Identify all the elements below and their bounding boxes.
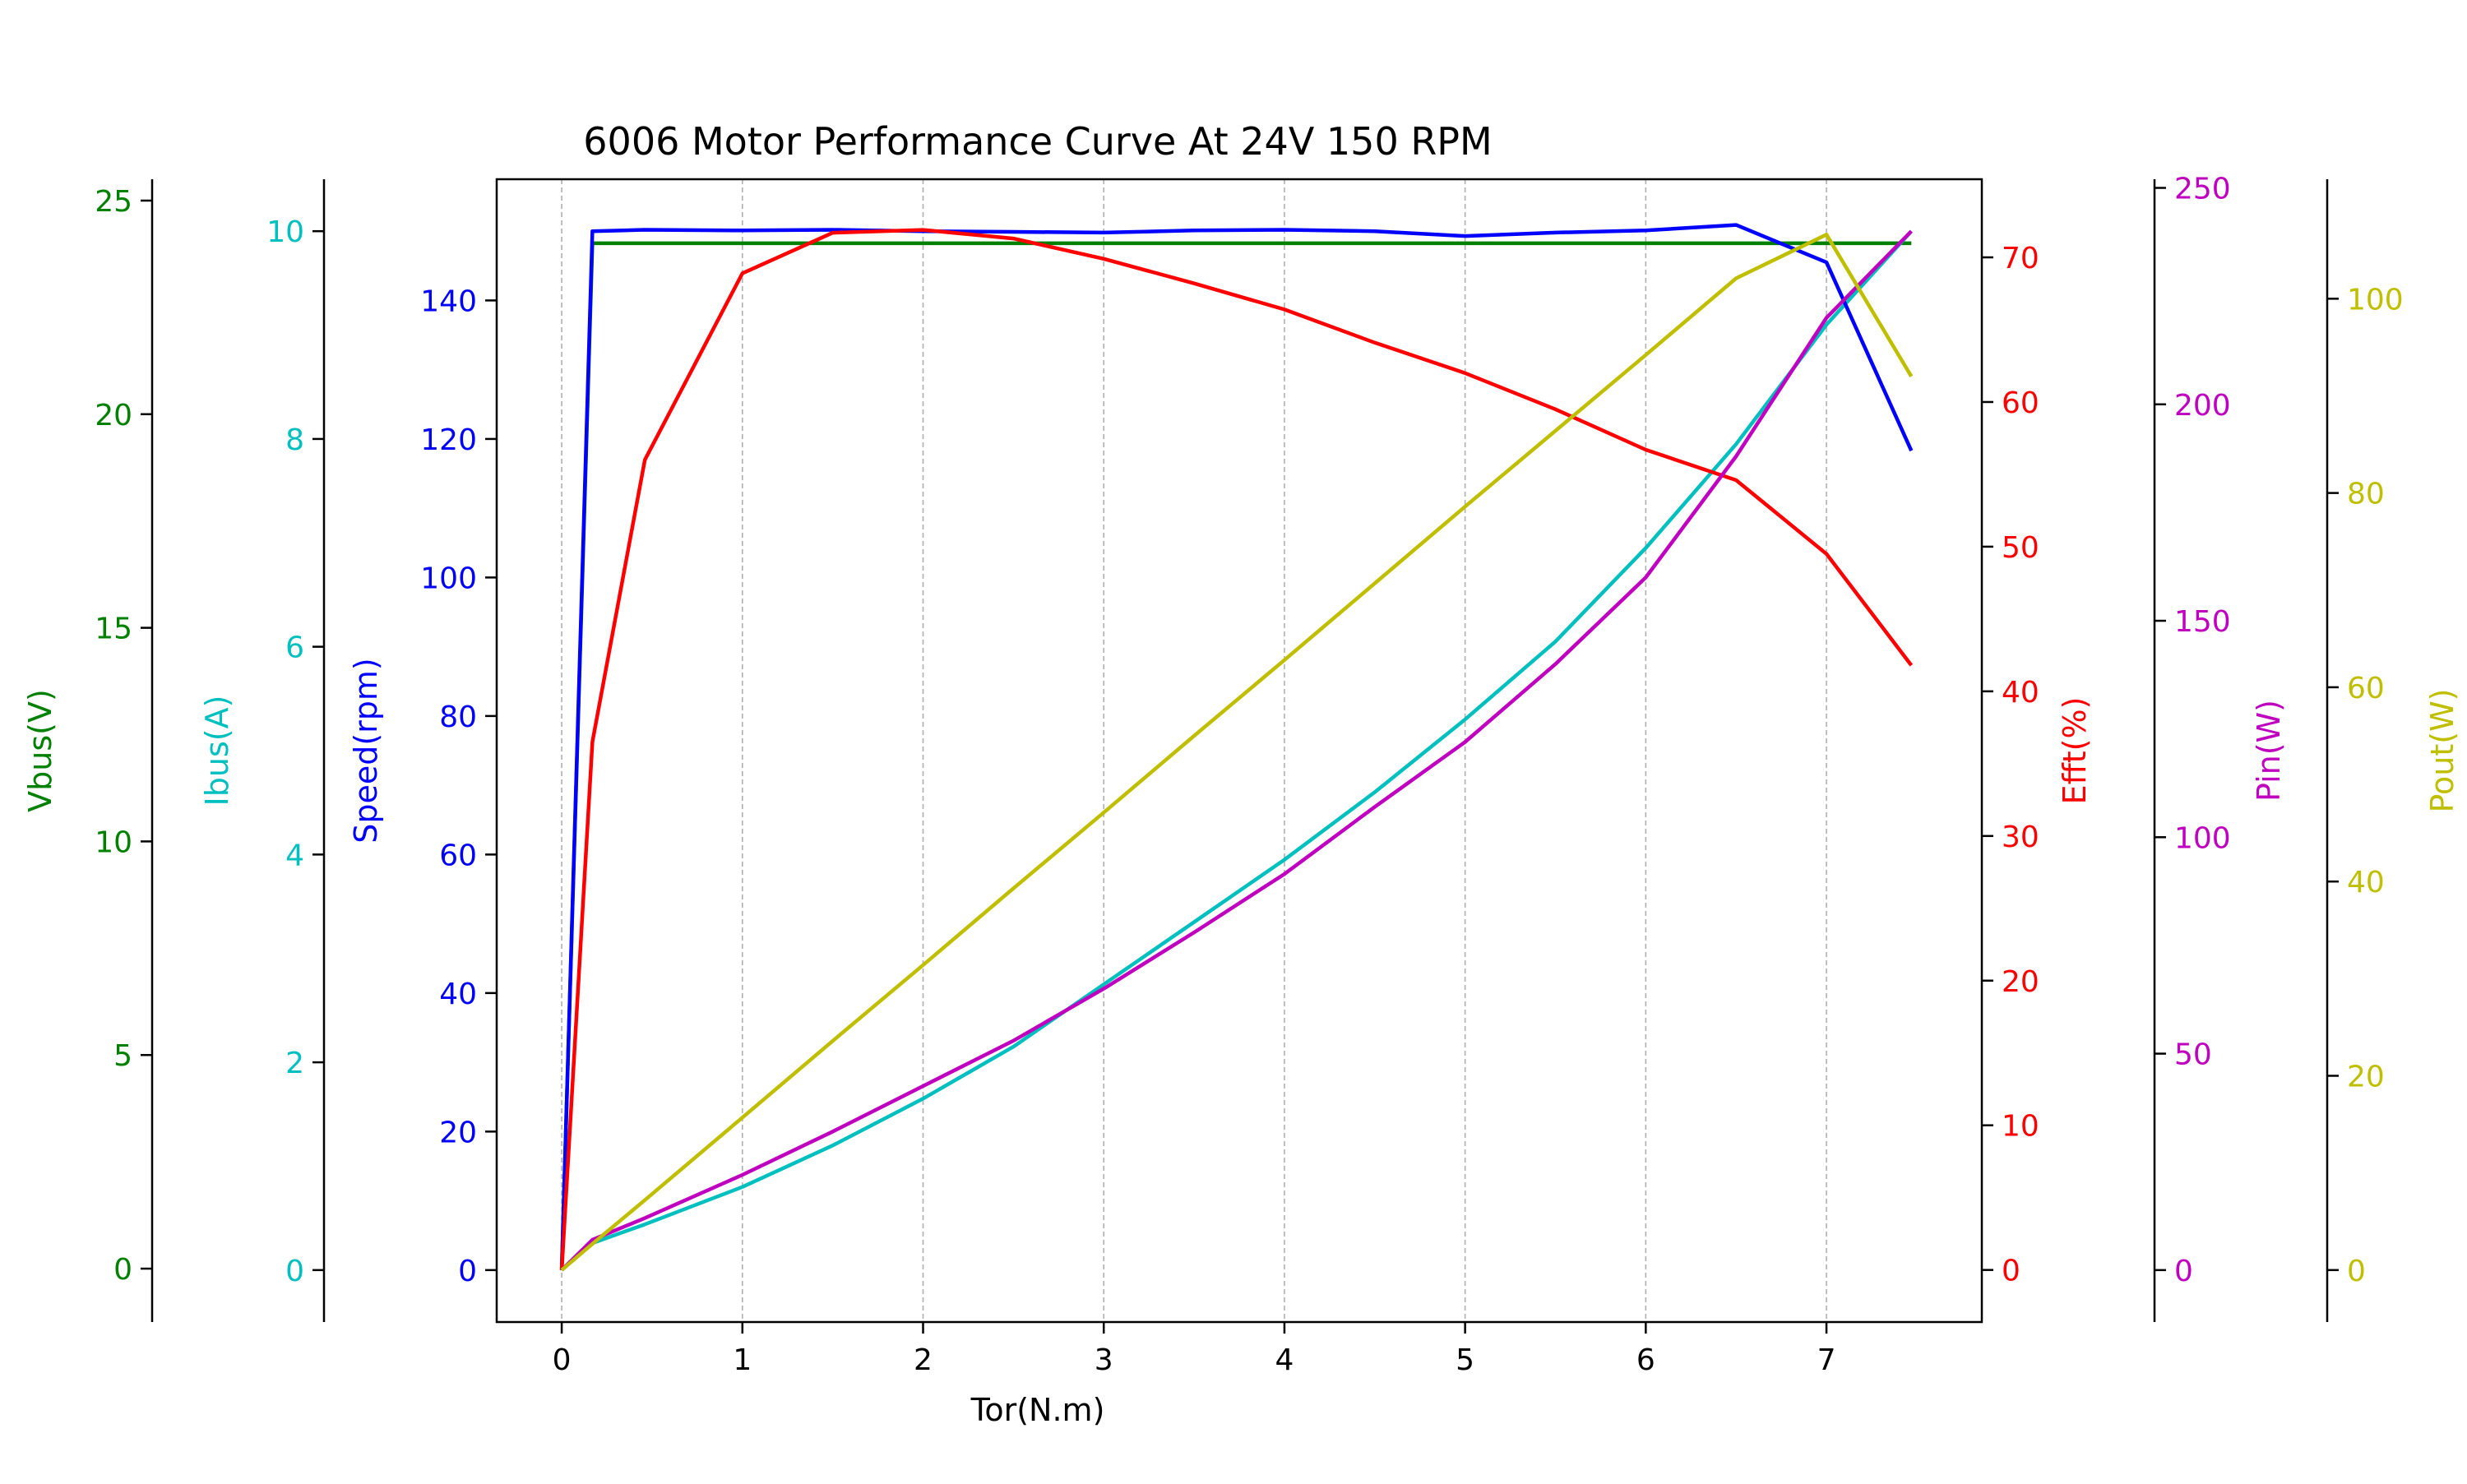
y-tick-label-speed: 20 bbox=[439, 1116, 477, 1149]
y-tick-label-pout: 60 bbox=[2347, 672, 2385, 705]
y-tick-label-vbus: 10 bbox=[95, 825, 132, 859]
y-tick-label-pout: 100 bbox=[2347, 283, 2404, 317]
y-tick-label-vbus: 5 bbox=[113, 1039, 132, 1073]
series-line-speed bbox=[559, 223, 1914, 1270]
x-tick-label: 6 bbox=[1636, 1343, 1655, 1377]
y-tick-label-pin: 100 bbox=[2174, 821, 2231, 855]
series-line-pin bbox=[560, 229, 1913, 1272]
y-tick-label-speed: 0 bbox=[458, 1255, 477, 1288]
x-tick-label: 3 bbox=[1095, 1343, 1113, 1377]
y-tick-label-pin: 250 bbox=[2174, 173, 2231, 206]
axes: 0 1 2 3 4 5 6 70510152025Vbus(V)0246810Ibus(A)0… bbox=[22, 173, 2460, 1377]
axis-label-efft: Efft(%) bbox=[2057, 697, 2093, 805]
x-tick-label: 7 bbox=[1817, 1343, 1836, 1377]
y-tick-label-speed: 100 bbox=[420, 562, 477, 595]
y-tick-label-pin: 200 bbox=[2174, 389, 2231, 423]
y-tick-label-efft: 0 bbox=[2002, 1255, 2020, 1288]
y-tick-label-pout: 80 bbox=[2347, 478, 2385, 511]
y-tick-label-efft: 70 bbox=[2002, 242, 2039, 275]
series-line-vbus bbox=[559, 241, 1912, 1269]
y-tick-label-efft: 30 bbox=[2002, 821, 2039, 854]
x-tick-label: 1 bbox=[733, 1343, 752, 1377]
y-tick-label-speed: 120 bbox=[420, 423, 477, 457]
y-tick-label-speed: 140 bbox=[420, 284, 477, 318]
y-tick-label-ibus: 0 bbox=[285, 1255, 304, 1288]
y-tick-label-efft: 40 bbox=[2002, 676, 2039, 710]
y-tick-label-ibus: 10 bbox=[266, 215, 304, 249]
y-tick-label-speed: 60 bbox=[439, 839, 477, 872]
y-tick-label-speed: 80 bbox=[439, 700, 477, 734]
y-tick-label-efft: 10 bbox=[2002, 1110, 2039, 1144]
axis-label-ibus: Ibus(A) bbox=[199, 696, 235, 807]
x-tick-label: 0 bbox=[553, 1343, 572, 1377]
series-line-efft bbox=[559, 228, 1914, 1270]
x-tick-label: 5 bbox=[1456, 1343, 1474, 1377]
y-tick-label-pin: 50 bbox=[2174, 1038, 2212, 1072]
y-tick-label-pout: 0 bbox=[2347, 1255, 2366, 1288]
series-line-ibus bbox=[560, 229, 1913, 1272]
y-tick-label-vbus: 25 bbox=[95, 185, 132, 219]
x-tick-label: 4 bbox=[1275, 1343, 1294, 1377]
y-tick-label-ibus: 8 bbox=[285, 423, 304, 457]
axis-label-pout: Pout(W) bbox=[2424, 688, 2460, 812]
y-tick-label-ibus: 2 bbox=[285, 1047, 304, 1080]
y-tick-label-pout: 20 bbox=[2347, 1060, 2385, 1093]
series-lines bbox=[559, 223, 1914, 1272]
y-tick-label-ibus: 4 bbox=[285, 839, 304, 872]
grid bbox=[561, 179, 1827, 1322]
y-tick-label-efft: 50 bbox=[2002, 531, 2039, 565]
y-tick-label-pin: 150 bbox=[2174, 605, 2231, 639]
y-tick-label-pin: 0 bbox=[2174, 1255, 2193, 1288]
plot-frame bbox=[495, 178, 1983, 1324]
series-line-pout bbox=[560, 233, 1914, 1272]
y-tick-label-vbus: 20 bbox=[95, 399, 132, 432]
y-tick-label-vbus: 15 bbox=[95, 613, 132, 646]
y-tick-label-vbus: 0 bbox=[113, 1253, 132, 1287]
axis-label-vbus: Vbus(V) bbox=[22, 689, 58, 812]
y-tick-label-pout: 40 bbox=[2347, 866, 2385, 899]
x-axis-label: Tor(N.m) bbox=[970, 1392, 1105, 1428]
axis-label-speed: Speed(rpm) bbox=[348, 658, 384, 844]
x-tick-label: 2 bbox=[914, 1343, 933, 1377]
y-tick-label-efft: 20 bbox=[2002, 965, 2039, 999]
y-tick-label-speed: 40 bbox=[439, 978, 477, 1011]
axis-label-pin: Pin(W) bbox=[2251, 700, 2287, 802]
y-tick-label-ibus: 6 bbox=[285, 631, 304, 665]
y-tick-label-efft: 60 bbox=[2002, 386, 2039, 420]
chart-title: 6006 Motor Performance Curve At 24V 150 … bbox=[583, 119, 1492, 164]
